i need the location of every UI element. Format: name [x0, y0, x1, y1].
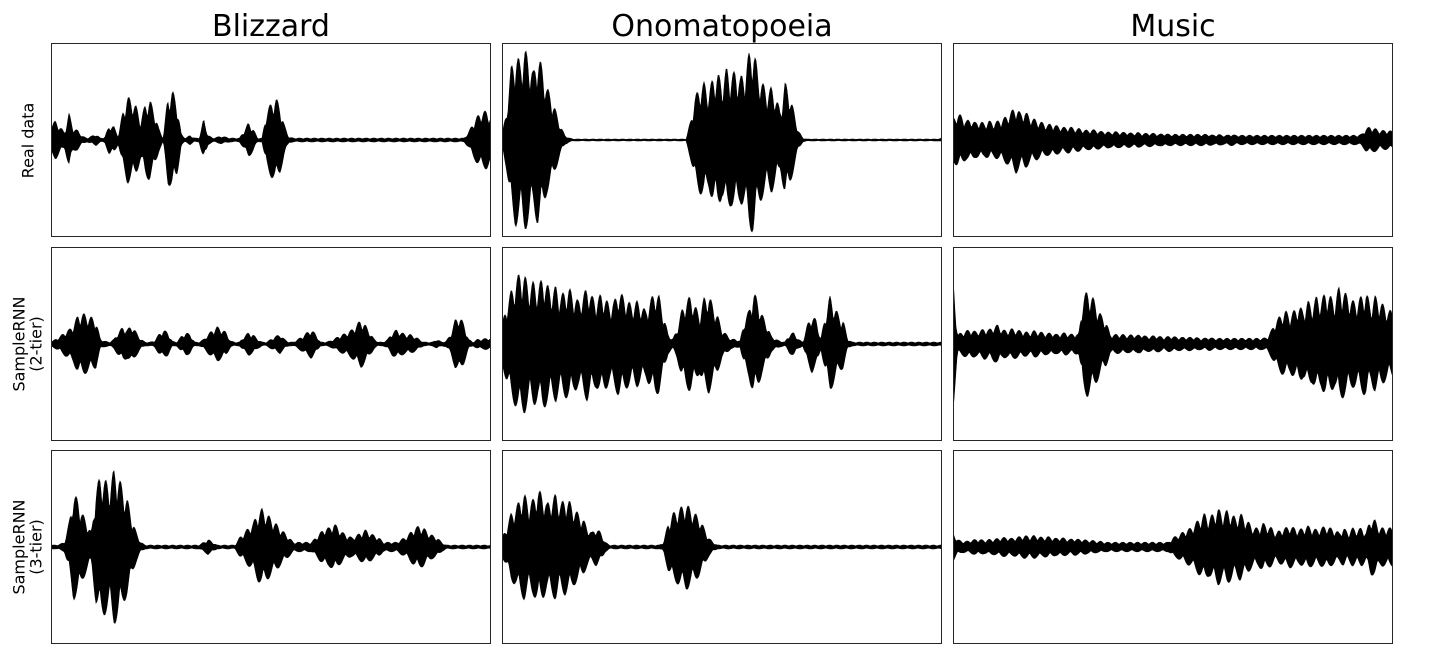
- panel-samplernn-2-tier-music-frame: [953, 247, 1393, 441]
- panel-real-data-blizzard: [51, 43, 491, 237]
- panel-samplernn-2-tier-onomatopoeia: [502, 247, 942, 441]
- panel-samplernn-3-tier-onomatopoeia-waveform: [502, 490, 942, 601]
- panel-samplernn-2-tier-onomatopoeia-frame: [502, 247, 942, 441]
- panel-samplernn-2-tier-music: [953, 247, 1393, 441]
- panel-real-data-blizzard-frame: [51, 43, 491, 237]
- column-title-music: Music: [1130, 9, 1216, 44]
- panel-samplernn-3-tier-music-waveform: [953, 508, 1393, 586]
- panel-real-data-onomatopoeia-frame: [502, 43, 942, 237]
- panel-samplernn-3-tier-blizzard-frame: [51, 450, 491, 644]
- panel-samplernn-3-tier-blizzard-waveform: [51, 470, 491, 624]
- panel-samplernn-2-tier-blizzard-waveform: [51, 313, 491, 375]
- panel-samplernn-3-tier-onomatopoeia-frame: [502, 450, 942, 644]
- panel-real-data-blizzard-waveform: [51, 91, 491, 186]
- panel-real-data-music-frame: [953, 43, 1393, 237]
- panel-samplernn-2-tier-onomatopoeia-waveform: [502, 274, 942, 414]
- panel-real-data-music: [953, 43, 1393, 237]
- panel-samplernn-3-tier-music-frame: [953, 450, 1393, 644]
- panel-samplernn-3-tier-blizzard: [51, 450, 491, 644]
- panel-real-data-onomatopoeia: [502, 43, 942, 237]
- panel-samplernn-3-tier-music: [953, 450, 1393, 644]
- panel-samplernn-2-tier-music-waveform: [953, 276, 1393, 411]
- panel-samplernn-2-tier-blizzard-frame: [51, 247, 491, 441]
- panel-real-data-onomatopoeia-waveform: [502, 50, 942, 233]
- panel-real-data-music-waveform: [953, 109, 1393, 174]
- panel-samplernn-2-tier-blizzard: [51, 247, 491, 441]
- column-title-onomatopoeia: Onomatopoeia: [611, 9, 833, 44]
- panel-samplernn-3-tier-onomatopoeia: [502, 450, 942, 644]
- column-title-blizzard: Blizzard: [212, 9, 330, 44]
